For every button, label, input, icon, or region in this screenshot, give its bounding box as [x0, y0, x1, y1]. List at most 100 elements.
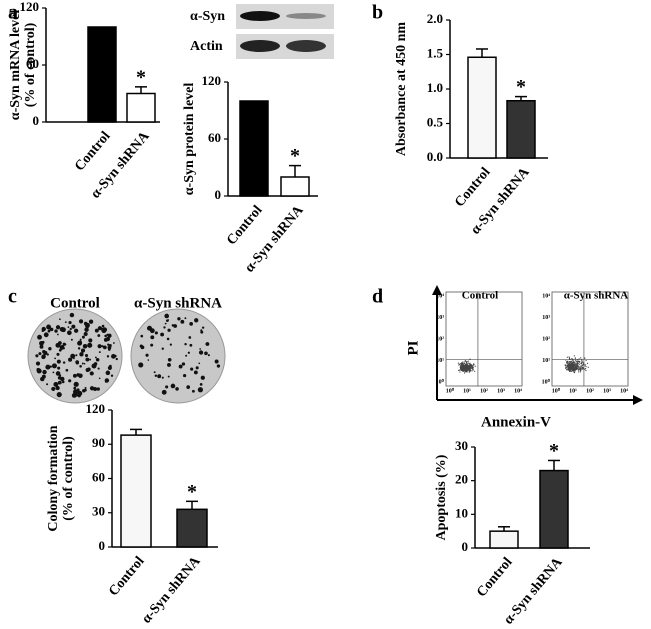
colony	[77, 340, 83, 346]
y-tick-label: 120	[86, 401, 106, 416]
flow-tick-label: 10⁴	[620, 388, 628, 394]
colony	[205, 342, 210, 346]
colony	[165, 385, 169, 389]
colony	[64, 343, 67, 346]
colony	[89, 358, 92, 361]
flow-event	[573, 361, 575, 363]
significance-mark: *	[187, 481, 197, 503]
colony	[104, 378, 110, 383]
colony	[69, 312, 75, 318]
flow-event	[465, 368, 467, 370]
colony	[160, 332, 165, 337]
colony	[204, 351, 208, 356]
flow-event	[463, 369, 465, 372]
y-tick-label: 10	[455, 505, 468, 520]
colony	[65, 368, 69, 372]
colony	[35, 354, 39, 358]
flow-event	[575, 368, 577, 371]
flow-event	[580, 370, 582, 372]
colony	[89, 371, 94, 376]
colony	[201, 326, 205, 329]
colony	[154, 331, 158, 335]
colony	[145, 353, 149, 357]
bar	[239, 100, 269, 197]
flow-event	[580, 367, 582, 370]
flow-event	[578, 358, 580, 360]
flow-event	[469, 370, 472, 372]
y-tick-label: 2.0	[427, 11, 443, 26]
colony	[85, 357, 90, 362]
flow-event	[568, 368, 570, 370]
flow-event	[576, 362, 578, 365]
colony	[105, 336, 111, 342]
colony	[57, 333, 59, 336]
colony	[73, 357, 75, 360]
flow-event	[469, 368, 471, 371]
colony	[150, 343, 154, 347]
colony	[42, 369, 47, 375]
flow-tick-label: 10⁰	[446, 387, 455, 394]
y-tick-label: 60	[26, 56, 39, 71]
flow-event	[571, 364, 574, 366]
flow-event	[578, 368, 580, 370]
flow-tick-label: 10³	[436, 315, 444, 321]
flow-tick-label: 10⁰	[552, 387, 561, 394]
flow-tick-label: 10¹	[463, 388, 471, 394]
colony	[187, 351, 190, 354]
flow-tick-label: 10⁴	[542, 293, 550, 299]
colony	[51, 386, 56, 392]
flow-event	[565, 367, 567, 369]
flow-event	[470, 365, 472, 368]
colony	[88, 338, 93, 343]
colony	[102, 345, 107, 350]
flow-event	[578, 361, 580, 363]
colony	[150, 330, 153, 333]
y-tick-label: 1.5	[427, 45, 444, 60]
flow-event	[468, 370, 470, 372]
flow-event	[572, 366, 574, 368]
flow-event	[578, 371, 580, 373]
flow-event	[572, 367, 574, 370]
colony	[41, 354, 46, 360]
colony	[195, 366, 199, 370]
flow-event	[587, 366, 589, 368]
flow-event	[573, 364, 576, 366]
flow-event	[467, 360, 469, 362]
x-tick-label: Control	[72, 129, 113, 174]
flow-event	[467, 366, 470, 369]
colony	[36, 367, 41, 372]
flow-y-label: PI	[405, 340, 421, 355]
colony	[41, 340, 45, 344]
flow-event	[585, 366, 587, 368]
flow-event	[462, 368, 464, 370]
colony	[154, 374, 158, 378]
colony	[71, 324, 76, 329]
colony	[57, 376, 62, 380]
flow-event	[571, 358, 573, 360]
blot-band	[286, 13, 326, 19]
colony	[85, 322, 90, 328]
colony	[107, 343, 110, 346]
colony	[54, 357, 57, 360]
colony	[68, 357, 73, 362]
flow-event	[463, 364, 465, 367]
flow-event	[584, 368, 586, 370]
colony	[188, 336, 192, 339]
flow-event	[565, 365, 567, 367]
y-tick-label: 30	[92, 504, 105, 519]
colony	[183, 373, 187, 378]
colony	[199, 348, 202, 350]
y-tick-label: 0	[462, 539, 469, 554]
flow-event	[566, 363, 568, 365]
colony	[71, 393, 77, 398]
flow-event	[466, 366, 468, 368]
image-label: Control	[50, 295, 100, 311]
colony	[94, 356, 97, 359]
colony	[57, 366, 61, 370]
colony	[80, 348, 86, 353]
x-tick-label: Control	[474, 555, 515, 600]
y-tick-label: 60	[208, 130, 221, 145]
colony	[81, 362, 84, 365]
flow-event	[569, 365, 571, 367]
